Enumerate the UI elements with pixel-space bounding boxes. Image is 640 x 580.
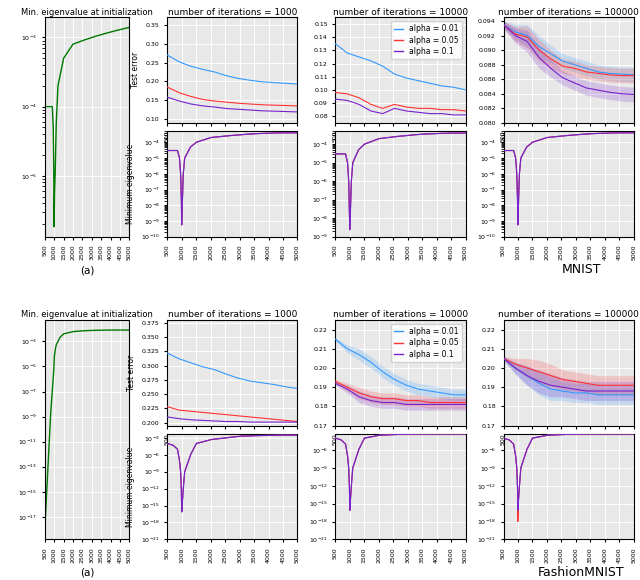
Text: (b): (b) — [561, 146, 576, 156]
Title: number of iterations = 100000: number of iterations = 100000 — [498, 8, 639, 17]
Title: Min. eigenvalue at initialization: Min. eigenvalue at initialization — [21, 310, 153, 320]
Title: number of iterations = 1000: number of iterations = 1000 — [168, 8, 297, 17]
Y-axis label: Minimum eigenvalue: Minimum eigenvalue — [126, 144, 135, 224]
Y-axis label: Minimum eigenvalue: Minimum eigenvalue — [126, 447, 135, 527]
Legend: alpha = 0.01, alpha = 0.05, alpha = 0.1: alpha = 0.01, alpha = 0.05, alpha = 0.1 — [390, 324, 461, 361]
Y-axis label: Test error: Test error — [127, 355, 136, 391]
Y-axis label: Test error: Test error — [131, 52, 140, 88]
Title: number of iterations = 100000: number of iterations = 100000 — [498, 310, 639, 320]
Legend: alpha = 0.01, alpha = 0.05, alpha = 0.1: alpha = 0.01, alpha = 0.05, alpha = 0.1 — [390, 21, 461, 59]
Title: number of iterations = 10000: number of iterations = 10000 — [333, 8, 468, 17]
Title: number of iterations = 1000: number of iterations = 1000 — [168, 310, 297, 320]
Text: FashionMNIST: FashionMNIST — [538, 566, 625, 578]
Text: (a): (a) — [80, 568, 94, 578]
Text: (b): (b) — [561, 449, 576, 459]
Title: Min. eigenvalue at initialization: Min. eigenvalue at initialization — [21, 8, 153, 17]
Text: MNIST: MNIST — [562, 263, 601, 276]
Title: number of iterations = 10000: number of iterations = 10000 — [333, 310, 468, 320]
Text: (a): (a) — [80, 265, 94, 276]
